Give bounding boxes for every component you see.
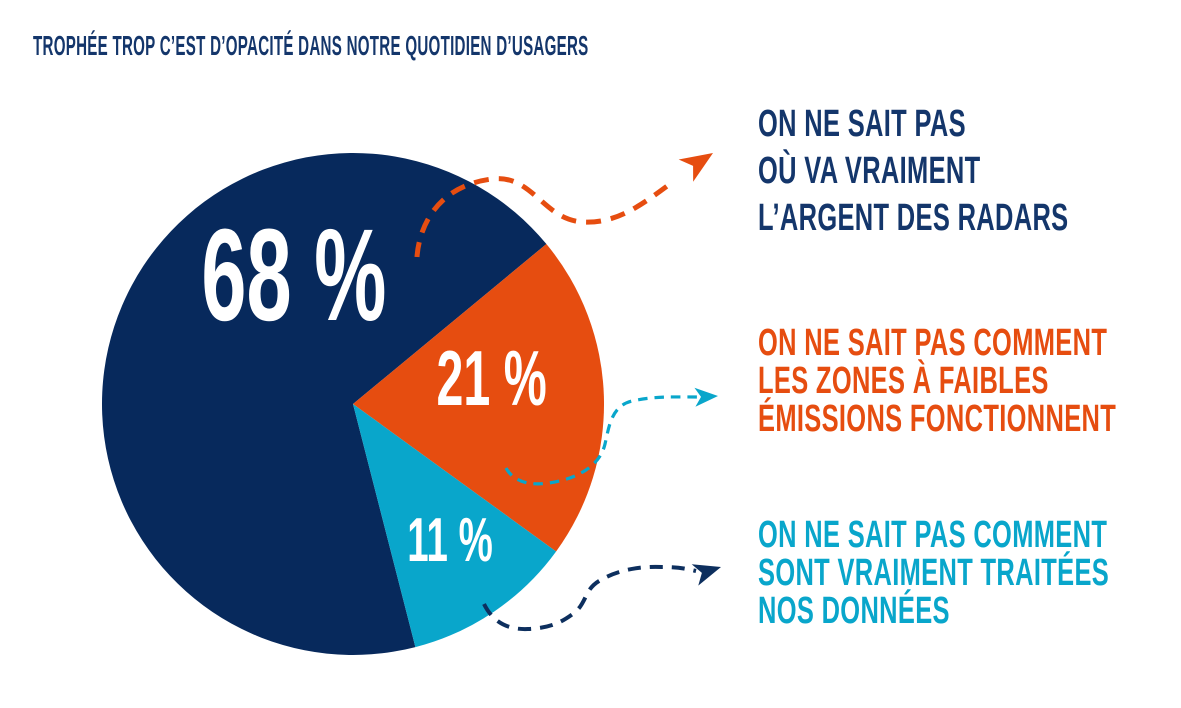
annotation-zfe-line3: ÉMISSIONS FONCTIONNENT bbox=[758, 398, 1117, 440]
annotation-donnees-line3: NOS DONNÉES bbox=[758, 590, 950, 632]
arrowhead-radars-icon bbox=[678, 153, 713, 182]
pie-value-21: 21 % bbox=[436, 334, 547, 422]
pie-slice-radars-68 bbox=[101, 152, 547, 655]
annotation-zfe: ON NE SAIT PAS COMMENT LES ZONES À FAIBL… bbox=[758, 324, 1116, 438]
annotation-zfe-line1: ON NE SAIT PAS COMMENT bbox=[758, 322, 1108, 364]
page-title: TROPHÉE TROP C’EST D’OPACITÉ DANS NOTRE … bbox=[33, 30, 589, 61]
pie-value-11: 11 % bbox=[407, 506, 493, 575]
connector-arrow-zfe bbox=[504, 395, 699, 486]
pie-value-68: 68 % bbox=[201, 201, 387, 348]
annotation-radars-line3: L’ARGENT DES RADARS bbox=[758, 197, 1069, 239]
arrowhead-zfe-icon bbox=[694, 387, 718, 407]
annotation-radars-line1: ON NE SAIT PAS bbox=[758, 103, 966, 145]
arrowhead-donnees-icon bbox=[691, 564, 721, 586]
annotation-zfe-line2: LES ZONES À FAIBLES bbox=[758, 360, 1049, 402]
connector-arrow-donnees bbox=[482, 564, 697, 632]
pie-slice-donnees-11 bbox=[353, 404, 557, 648]
annotation-donnees: ON NE SAIT PAS COMMENT SONT VRAIMENT TRA… bbox=[758, 516, 1109, 630]
annotation-radars-line2: OÙ VA VRAIMENT bbox=[758, 150, 981, 192]
annotation-radars: ON NE SAIT PAS OÙ VA VRAIMENT L’ARGENT D… bbox=[758, 101, 1068, 242]
annotation-donnees-line2: SONT VRAIMENT TRAITÉES bbox=[758, 552, 1110, 594]
pie-slice-zfe-21 bbox=[353, 244, 605, 552]
annotation-donnees-line1: ON NE SAIT PAS COMMENT bbox=[758, 514, 1108, 556]
